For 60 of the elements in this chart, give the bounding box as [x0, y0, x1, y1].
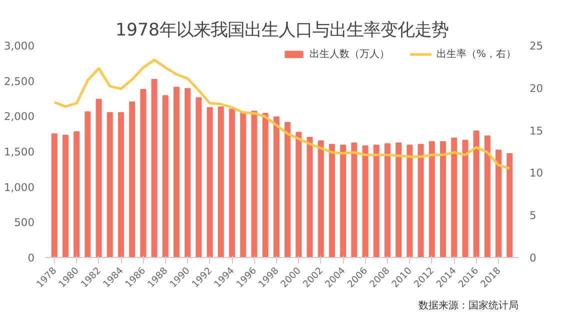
- chart-title: 1978年以来我国出生人口与出生率变化走势: [115, 20, 449, 40]
- y2-tick-label: 5: [530, 209, 536, 222]
- y2-tick-label: 0: [530, 252, 536, 264]
- bar: [174, 86, 180, 258]
- bar: [229, 108, 236, 258]
- legend-label: 出生人数（万人）: [309, 48, 390, 61]
- bar: [196, 97, 202, 258]
- y2-tick-label: 25: [530, 40, 544, 52]
- source-note: 数据来源：国家统计局: [418, 300, 518, 312]
- bar: [328, 144, 335, 258]
- bar: [184, 88, 191, 258]
- bar: [306, 136, 313, 258]
- bar: [251, 110, 258, 258]
- bar: [106, 112, 113, 258]
- y2-tick-label: 15: [530, 124, 544, 138]
- bar: [384, 143, 390, 258]
- y-tick-label: 1,500: [4, 146, 35, 158]
- bar: [240, 111, 246, 258]
- bar: [340, 144, 346, 258]
- bar: [62, 134, 68, 258]
- bar: [218, 106, 224, 258]
- y-tick-label: 3,000: [4, 40, 35, 52]
- bar: [162, 95, 168, 258]
- line-series: [53, 58, 511, 170]
- y-tick-label: 2,500: [4, 74, 35, 88]
- bar: [318, 140, 324, 258]
- y2-tick-label: 10: [530, 166, 544, 180]
- bar: [484, 135, 490, 258]
- bar: [362, 145, 368, 258]
- bar: [96, 98, 102, 258]
- bar: [506, 153, 513, 258]
- y-tick-label: 2,000: [4, 110, 35, 124]
- bar: [74, 131, 80, 258]
- bar: [284, 122, 291, 258]
- bar: [140, 88, 146, 258]
- bar: [462, 140, 468, 258]
- bar: [373, 144, 380, 258]
- y-tick-label: 1,000: [4, 180, 35, 194]
- bar: [473, 130, 480, 258]
- bar: [151, 78, 158, 258]
- bar: [129, 102, 136, 258]
- y-tick-label: 500: [14, 216, 35, 230]
- bar: [418, 144, 424, 258]
- bar: [262, 112, 268, 258]
- bar: [118, 112, 124, 258]
- bar: [440, 141, 446, 258]
- bar: [428, 141, 435, 258]
- bar: [496, 150, 502, 258]
- legend-label: 出生率（%，右）: [436, 48, 516, 61]
- bar: [51, 133, 58, 258]
- bar: [296, 132, 302, 258]
- y-tick-label: 0: [28, 252, 35, 264]
- bar: [273, 116, 280, 258]
- bar: [406, 144, 413, 258]
- y2-tick-label: 20: [530, 82, 544, 95]
- bar: [396, 142, 402, 258]
- bar: [84, 111, 91, 258]
- bar: [451, 138, 458, 258]
- bar: [351, 142, 358, 258]
- bar: [206, 107, 213, 258]
